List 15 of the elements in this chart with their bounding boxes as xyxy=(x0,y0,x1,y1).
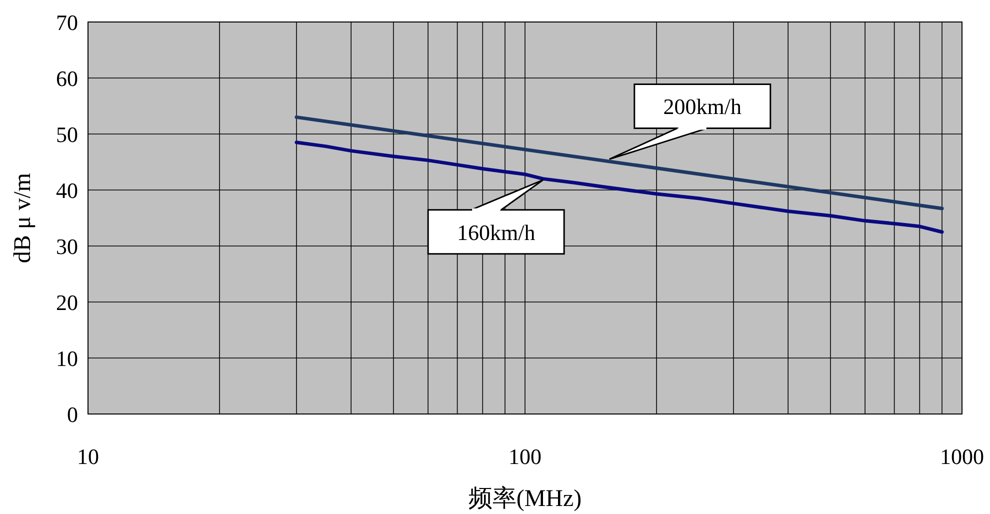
x-tick-label: 1000 xyxy=(940,444,984,469)
y-tick-label: 60 xyxy=(56,66,78,91)
y-tick-label: 40 xyxy=(56,178,78,203)
y-axis-title: dB μ v/m xyxy=(10,172,36,264)
x-tick-label: 100 xyxy=(508,444,542,469)
x-tick-label: 10 xyxy=(77,444,99,469)
y-tick-label: 30 xyxy=(56,234,78,259)
y-tick-label: 70 xyxy=(56,10,78,35)
x-axis-title: 频率(MHz) xyxy=(468,485,582,512)
y-tick-label: 0 xyxy=(67,402,78,427)
annotation: 160km/h xyxy=(456,220,536,245)
y-tick-label: 50 xyxy=(56,122,78,147)
annotation: 200km/h xyxy=(663,94,742,120)
y-tick-label: 10 xyxy=(56,346,78,371)
y-tick-label: 20 xyxy=(56,290,78,315)
